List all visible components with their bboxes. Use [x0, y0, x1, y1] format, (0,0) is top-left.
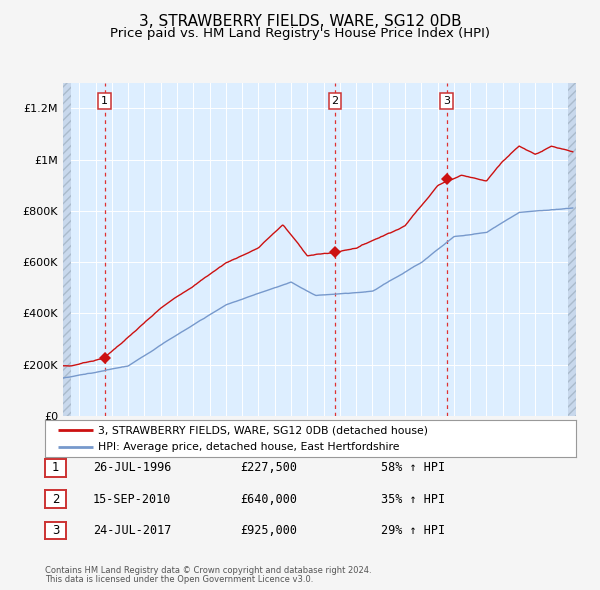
Text: 3: 3 [52, 524, 59, 537]
Text: 35% ↑ HPI: 35% ↑ HPI [381, 493, 445, 506]
Text: Price paid vs. HM Land Registry's House Price Index (HPI): Price paid vs. HM Land Registry's House … [110, 27, 490, 40]
Text: HPI: Average price, detached house, East Hertfordshire: HPI: Average price, detached house, East… [98, 442, 400, 452]
Text: 3: 3 [443, 96, 450, 106]
Text: 2: 2 [332, 96, 338, 106]
Text: £925,000: £925,000 [240, 524, 297, 537]
Text: 3, STRAWBERRY FIELDS, WARE, SG12 0DB (detached house): 3, STRAWBERRY FIELDS, WARE, SG12 0DB (de… [98, 425, 428, 435]
Text: 3, STRAWBERRY FIELDS, WARE, SG12 0DB: 3, STRAWBERRY FIELDS, WARE, SG12 0DB [139, 14, 461, 28]
Text: 15-SEP-2010: 15-SEP-2010 [93, 493, 172, 506]
Text: 1: 1 [101, 96, 108, 106]
Text: £640,000: £640,000 [240, 493, 297, 506]
Text: 2: 2 [52, 493, 59, 506]
Text: 29% ↑ HPI: 29% ↑ HPI [381, 524, 445, 537]
Text: 1: 1 [52, 461, 59, 474]
Text: 26-JUL-1996: 26-JUL-1996 [93, 461, 172, 474]
Text: Contains HM Land Registry data © Crown copyright and database right 2024.: Contains HM Land Registry data © Crown c… [45, 566, 371, 575]
Text: This data is licensed under the Open Government Licence v3.0.: This data is licensed under the Open Gov… [45, 575, 313, 584]
Text: £227,500: £227,500 [240, 461, 297, 474]
Text: 58% ↑ HPI: 58% ↑ HPI [381, 461, 445, 474]
Text: 24-JUL-2017: 24-JUL-2017 [93, 524, 172, 537]
